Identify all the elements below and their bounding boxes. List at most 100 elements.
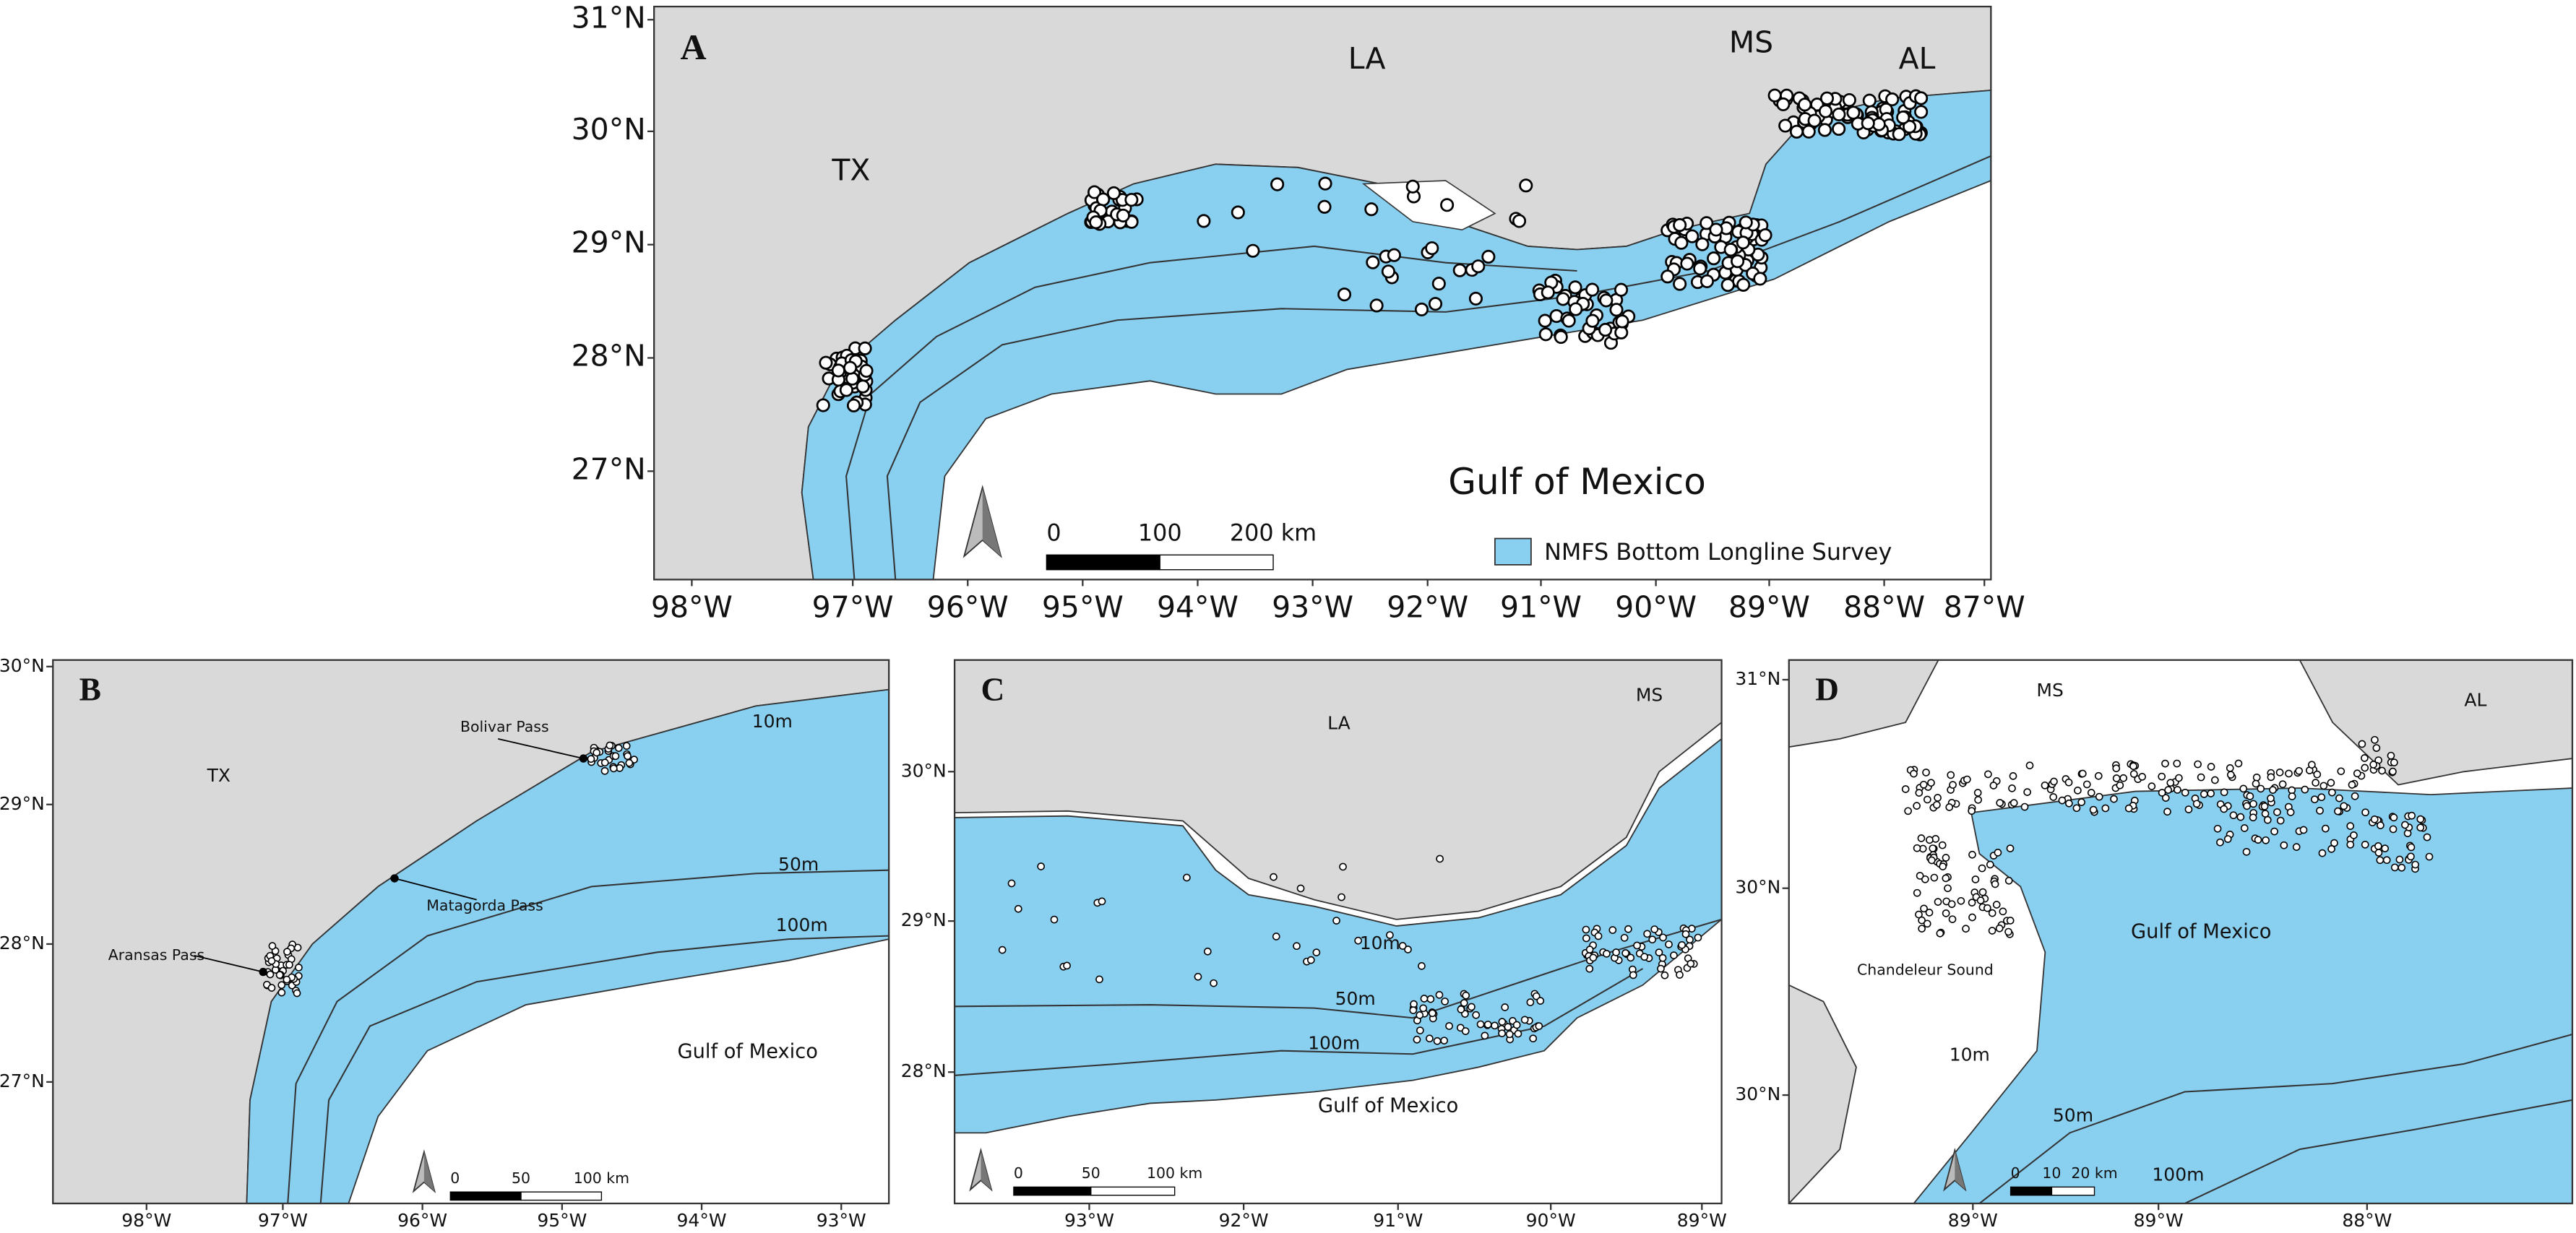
- station: [1461, 1027, 1470, 1035]
- station: [1776, 97, 1791, 111]
- station: [2164, 786, 2172, 794]
- station: [1842, 92, 1856, 108]
- station: [1739, 215, 1753, 230]
- station: [1462, 991, 1470, 1000]
- station: [1272, 933, 1280, 940]
- station: [2009, 799, 2018, 807]
- station: [2129, 762, 2137, 771]
- place-label: LA: [1327, 712, 1351, 733]
- station: [1685, 229, 1700, 243]
- station: [2173, 759, 2181, 768]
- station: [2376, 856, 2385, 865]
- scale-label: 10: [2042, 1164, 2061, 1182]
- station: [1364, 202, 1379, 217]
- station: [1914, 105, 1929, 119]
- station: [2004, 927, 2012, 936]
- station: [2353, 769, 2361, 778]
- station: [1505, 1030, 1514, 1039]
- station: [1624, 925, 1632, 933]
- station: [2065, 799, 2073, 808]
- station: [1425, 241, 1439, 256]
- station: [2378, 766, 2386, 775]
- frame-c: [953, 659, 1723, 1205]
- station: [1603, 950, 1611, 958]
- station: [2192, 800, 2201, 808]
- station: [1818, 104, 1833, 118]
- x-tick-label: 97°W: [258, 1210, 308, 1231]
- station: [1472, 1011, 1481, 1019]
- station: [1529, 1034, 1538, 1043]
- station: [845, 371, 860, 386]
- station: [1203, 947, 1212, 956]
- station: [2361, 763, 2369, 772]
- place-label: Chandeleur Sound: [1857, 961, 1994, 978]
- station: [1620, 933, 1629, 942]
- station: [2261, 810, 2270, 818]
- station: [856, 379, 870, 394]
- place-label: 10m: [1360, 933, 1400, 953]
- station: [2292, 843, 2301, 851]
- station: [2207, 763, 2215, 771]
- place-label: Gulf of Mexico: [2131, 921, 2271, 943]
- station: [1416, 1026, 1424, 1034]
- scale-label: 100 km: [574, 1169, 629, 1187]
- station: [1420, 995, 1429, 1003]
- station: [1994, 849, 2002, 857]
- station: [2416, 823, 2425, 832]
- station: [2395, 855, 2404, 864]
- station: [1650, 925, 1659, 933]
- station: [1927, 779, 1935, 787]
- station: [1736, 235, 1750, 250]
- y-tick-label: 29°N: [0, 793, 45, 814]
- station: [1680, 256, 1694, 271]
- station: [1440, 1037, 1449, 1044]
- station: [1306, 956, 1315, 964]
- station: [1648, 935, 1657, 944]
- station: [2240, 824, 2249, 832]
- station: [2112, 774, 2121, 782]
- station: [1736, 277, 1751, 292]
- station: [1660, 269, 1675, 284]
- x-tick-label: 96°W: [397, 1210, 447, 1231]
- station: [587, 755, 595, 763]
- station: [2148, 782, 2156, 790]
- station: [1293, 942, 1301, 951]
- station: [2351, 792, 2359, 800]
- station: [1183, 873, 1191, 882]
- station: [2317, 793, 2326, 802]
- station: [2389, 825, 2398, 834]
- north-arrow-half: [1955, 1150, 1965, 1190]
- station: [1428, 1009, 1436, 1018]
- station: [858, 341, 872, 355]
- panel-letter: B: [79, 671, 101, 708]
- y-tick-label: 29°N: [901, 909, 947, 930]
- station: [2361, 808, 2369, 817]
- station: [2252, 773, 2261, 782]
- station: [1687, 959, 1695, 968]
- x-tick-label: 93°W: [1064, 1210, 1114, 1231]
- station: [2249, 800, 2257, 808]
- station: [2346, 822, 2355, 830]
- frame-b: [52, 659, 890, 1205]
- station: [1498, 1018, 1507, 1026]
- station: [2077, 798, 2085, 806]
- station: [1369, 298, 1384, 313]
- station: [1431, 277, 1446, 291]
- station: [1541, 285, 1555, 300]
- station: [2270, 827, 2278, 836]
- station: [1098, 897, 1106, 906]
- station: [2064, 778, 2073, 787]
- scale-bar-white: [1159, 554, 1274, 571]
- station: [1947, 771, 1955, 779]
- station: [1366, 255, 1380, 269]
- scale-bar-black: [1046, 554, 1160, 571]
- station: [624, 752, 632, 761]
- station: [1512, 214, 1527, 228]
- station: [625, 758, 634, 767]
- y-tick-label: 28°N: [0, 933, 45, 953]
- station: [1640, 953, 1649, 961]
- x-tick-label: 89°W: [1728, 589, 1810, 624]
- station: [1707, 251, 1721, 266]
- x-tick-label: 88°W: [1843, 589, 1925, 624]
- station: [2023, 788, 2031, 796]
